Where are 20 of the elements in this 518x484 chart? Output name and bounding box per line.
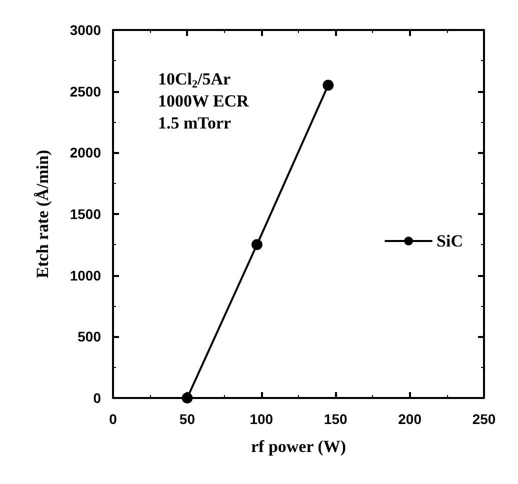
x-tick-label: 100: [250, 411, 274, 427]
annotation: 1000W ECR: [158, 92, 250, 110]
x-tick-label: 150: [324, 411, 348, 427]
y-tick-label: 2500: [70, 83, 102, 100]
y-tick-label: 500: [78, 328, 102, 345]
y-tick-label: 3000: [70, 22, 102, 38]
x-tick-label: 250: [472, 411, 496, 427]
x-tick-label: 0: [109, 411, 118, 427]
annotation: 1.5 mTorr: [158, 114, 232, 132]
y-tick-label: 0: [93, 390, 102, 406]
x-axis-title: rf power (W): [250, 437, 346, 456]
y-tick-label: 1000: [70, 267, 102, 284]
point: [322, 80, 334, 91]
y-axis-title: Etch rate (Å/min): [33, 150, 52, 278]
y-tick-label: 1500: [70, 206, 102, 222]
point: [251, 239, 262, 250]
y-tick-label: 2000: [70, 144, 102, 161]
legend-label: SiC: [436, 232, 464, 250]
x-tick-label: 50: [179, 411, 196, 427]
x-tick-label: 200: [398, 411, 422, 427]
